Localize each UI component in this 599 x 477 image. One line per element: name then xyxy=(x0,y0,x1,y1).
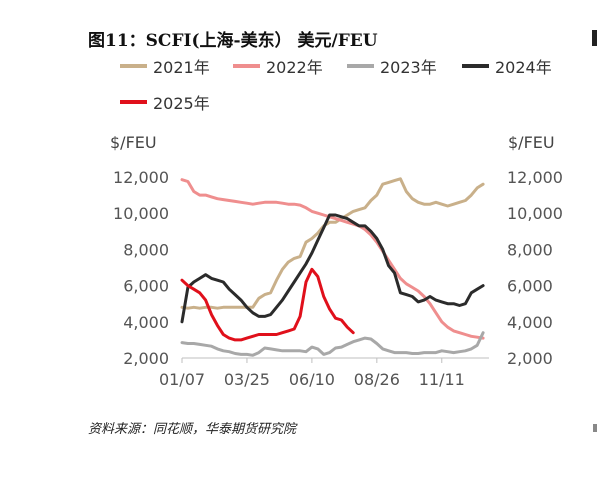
legend-item-2023: 2023年 xyxy=(347,54,437,78)
legend-item-2021: 2021年 xyxy=(120,54,210,78)
x-tick-label: 06/10 xyxy=(289,370,335,389)
legend-swatch-2023 xyxy=(347,64,374,68)
y-tick-label-right: 6,000 xyxy=(507,277,553,296)
legend-swatch-2021 xyxy=(120,64,147,68)
series-line-2022 xyxy=(180,178,485,340)
legend-swatch-2022 xyxy=(233,64,260,68)
y-tick-label-right: 4,000 xyxy=(507,313,553,332)
y-tick-label-left: 2,000 xyxy=(123,349,169,368)
legend-label-2023: 2023年 xyxy=(380,58,437,77)
y-axis-left: 2,000 4,000 6,000 8,000 10,000 12,000 xyxy=(113,168,169,368)
legend-swatch-2025 xyxy=(120,100,147,104)
y-tick-label-left: 4,000 xyxy=(123,313,169,332)
neighbor-figure-edge-bottom xyxy=(593,424,597,432)
legend-item-2024: 2024年 xyxy=(462,54,552,78)
x-tick-label: 03/25 xyxy=(224,370,270,389)
x-tick-label: 11/11 xyxy=(419,370,465,389)
legend-label-2024: 2024年 xyxy=(495,58,552,77)
x-tick-label: 08/26 xyxy=(354,370,400,389)
legend-item-2025: 2025年 xyxy=(120,90,210,114)
y-unit-right: $/FEU xyxy=(508,133,555,152)
chart-title: 图11：SCFI(上海-美东） 美元/FEU xyxy=(88,31,378,51)
series-line-2024 xyxy=(180,213,485,324)
y-tick-label-right: 2,000 xyxy=(507,349,553,368)
y-unit-left: $/FEU xyxy=(110,133,157,152)
source-note: 资料来源：同花顺，华泰期货研究院 xyxy=(88,422,297,437)
legend-label-2022: 2022年 xyxy=(266,58,323,77)
series-line-2023 xyxy=(180,331,485,357)
x-tick-label: 01/07 xyxy=(159,370,205,389)
x-axis: 01/07 03/25 06/10 08/26 11/11 xyxy=(159,358,465,389)
y-tick-label-right: 8,000 xyxy=(507,240,553,259)
plot-area xyxy=(180,177,485,357)
y-tick-label-right: 10,000 xyxy=(507,204,563,223)
legend-label-2025: 2025年 xyxy=(153,94,210,113)
legend-item-2022: 2022年 xyxy=(233,54,323,78)
series-line-2025 xyxy=(180,267,355,342)
y-tick-label-left: 10,000 xyxy=(113,204,169,223)
legend-label-2021: 2021年 xyxy=(153,58,210,77)
y-tick-label-right: 12,000 xyxy=(507,168,563,187)
series-line-2021 xyxy=(180,177,485,310)
y-axis-right: 2,000 4,000 6,000 8,000 10,000 12,000 xyxy=(507,168,563,368)
legend-swatch-2024 xyxy=(462,64,489,68)
y-tick-label-left: 12,000 xyxy=(113,168,169,187)
y-tick-label-left: 6,000 xyxy=(123,277,169,296)
y-tick-label-left: 8,000 xyxy=(123,240,169,259)
neighbor-figure-edge xyxy=(592,30,597,46)
